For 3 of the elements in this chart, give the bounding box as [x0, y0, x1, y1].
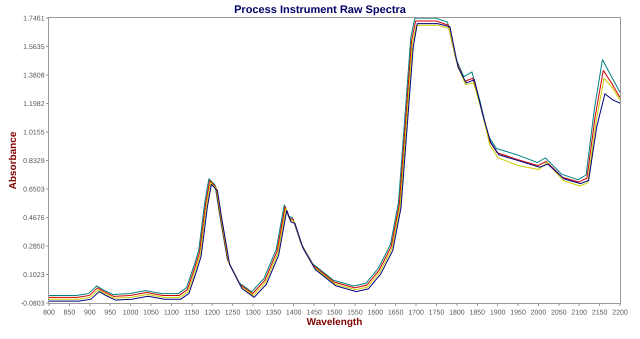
x-axis-title: Wavelength [306, 316, 362, 328]
y-axis-title: Absorbance [8, 131, 19, 190]
chart-title: Process Instrument Raw Spectra [234, 4, 407, 16]
